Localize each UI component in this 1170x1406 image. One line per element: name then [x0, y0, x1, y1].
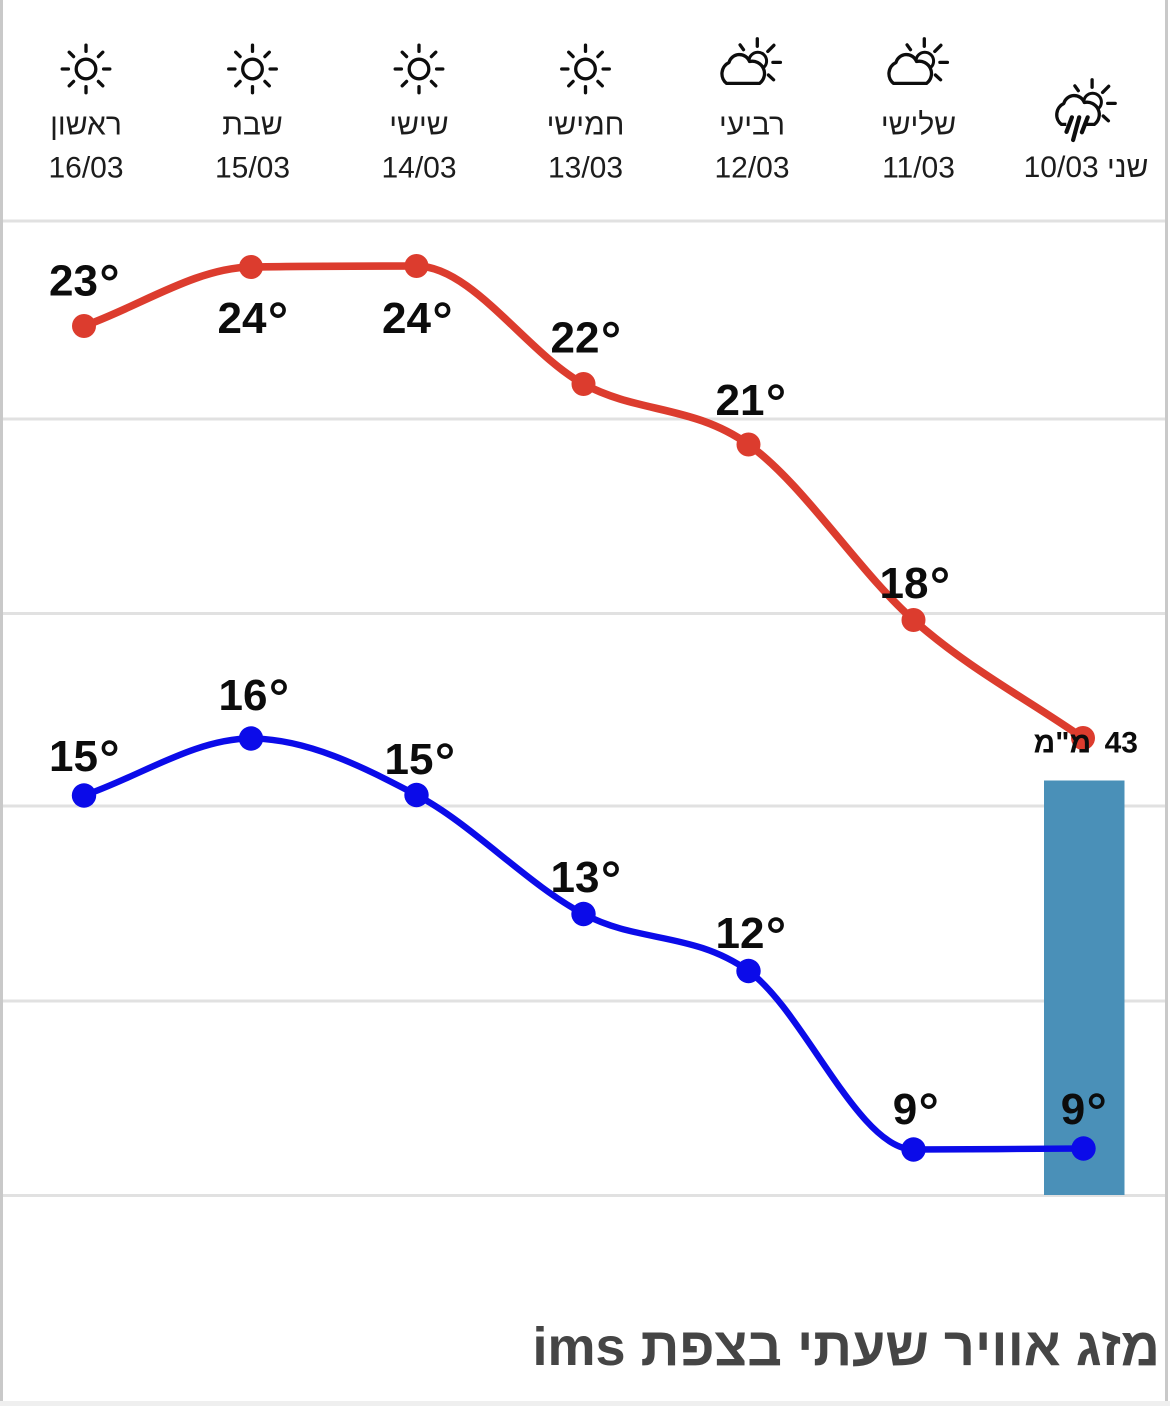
svg-text:חמישי: חמישי: [547, 109, 625, 142]
svg-text:9: 9: [1061, 1085, 1085, 1134]
svg-text:רביעי: רביעי: [719, 109, 785, 142]
svg-text:24: 24: [382, 294, 431, 343]
svg-text:11/03: 11/03: [882, 152, 955, 185]
svg-text:13: 13: [551, 853, 600, 902]
svg-text:21: 21: [716, 376, 765, 425]
svg-text:15: 15: [385, 735, 434, 784]
svg-text:שני 10/03: שני 10/03: [1024, 151, 1149, 184]
svg-text:43: 43: [1105, 727, 1138, 760]
svg-text:שישי: שישי: [389, 109, 448, 142]
svg-text:12: 12: [716, 909, 765, 958]
svg-text:15/03: 15/03: [215, 152, 290, 185]
svg-text:24: 24: [218, 294, 267, 343]
svg-text:22: 22: [551, 314, 600, 363]
svg-text:23: 23: [49, 257, 98, 306]
svg-text:12/03: 12/03: [714, 152, 789, 185]
svg-text:מ"מ: מ"מ: [1034, 727, 1092, 760]
svg-text:16/03: 16/03: [48, 152, 123, 185]
svg-text:שבת: שבת: [222, 109, 283, 142]
svg-text:ראשון: ראשון: [50, 109, 122, 142]
svg-text:15: 15: [49, 732, 98, 781]
svg-text:14/03: 14/03: [381, 152, 456, 185]
svg-text:18: 18: [880, 559, 929, 608]
svg-text:9: 9: [893, 1085, 917, 1134]
svg-text:16: 16: [219, 671, 268, 720]
svg-text:13/03: 13/03: [548, 152, 623, 185]
svg-text:שלישי: שלישי: [881, 109, 956, 142]
